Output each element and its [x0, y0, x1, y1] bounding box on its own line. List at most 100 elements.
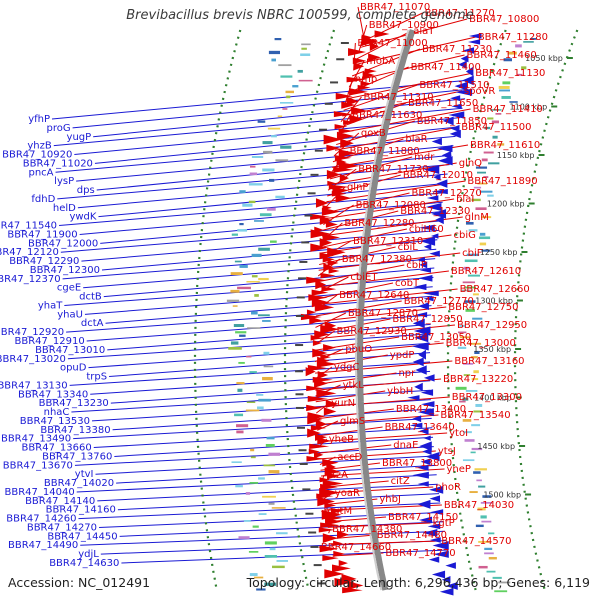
feature-bar — [295, 406, 304, 409]
forward-gene-arrow — [307, 415, 323, 425]
feature-bar — [298, 449, 307, 452]
reverse-gene-arrow — [448, 111, 465, 119]
left-gene-label: BBR47_14140 — [25, 496, 95, 507]
feature-bar — [248, 550, 259, 553]
feature-bar — [482, 495, 492, 498]
feature-bar — [295, 393, 304, 396]
feature-bar — [266, 436, 275, 440]
feature-bar — [296, 296, 305, 299]
right-gene-label: BBR47_12010 — [403, 170, 473, 181]
right-connector — [315, 360, 453, 374]
right-gene-label: BBR47_12610 — [451, 266, 521, 277]
feature-bar — [264, 541, 277, 545]
forward-gene-arrow — [331, 191, 347, 197]
right-connector — [317, 432, 448, 443]
feature-bar — [249, 481, 259, 484]
right-connector — [339, 102, 407, 128]
left-gene-label: BBR47_13130 — [0, 380, 68, 391]
reverse-gene-arrow — [431, 233, 439, 239]
left-gene-label: BBR47_12920 — [0, 327, 64, 338]
left-connector — [88, 342, 431, 369]
reverse-gene-arrow — [419, 261, 428, 269]
feature-bar — [472, 293, 479, 296]
forward-gene-arrow — [309, 316, 322, 325]
right-gene-label: spoVR — [464, 86, 496, 97]
right-gene-label: BBR47_11890 — [467, 176, 537, 187]
feature-bar — [480, 501, 493, 504]
feature-bar — [483, 151, 494, 154]
right-gene-label: BBR47_11630 — [352, 110, 422, 121]
reverse-gene-arrow — [414, 382, 423, 392]
reverse-gene-arrow — [433, 173, 441, 181]
feature-bar — [475, 524, 484, 528]
feature-bar — [264, 582, 277, 586]
forward-gene-arrow — [317, 371, 329, 379]
reverse-gene-arrow — [449, 129, 461, 139]
forward-gene-arrow — [360, 80, 372, 87]
reverse-gene-arrow — [419, 267, 432, 273]
feature-bar — [319, 128, 328, 131]
left-connector — [119, 521, 444, 537]
reverse-gene-arrow — [422, 529, 438, 537]
reverse-gene-arrow — [412, 318, 425, 329]
right-connector — [351, 48, 421, 77]
right-gene-label: ytoI — [449, 428, 468, 439]
reverse-gene-arrow — [419, 441, 432, 451]
forward-gene-arrow — [327, 259, 339, 267]
topology-text: Topology: circular; Length: 6,296,436 bp… — [246, 575, 590, 590]
right-gene-label: BBR47_12750 — [448, 302, 518, 313]
feature-bar — [246, 280, 260, 283]
forward-gene-arrow — [316, 360, 338, 368]
reverse-gene-arrow — [419, 224, 435, 231]
feature-bar — [305, 512, 314, 515]
feature-bar — [471, 198, 481, 202]
feature-bar — [246, 355, 252, 358]
feature-bar — [236, 382, 245, 385]
reverse-gene-arrow — [412, 471, 429, 479]
feature-bar — [236, 430, 244, 434]
feature-bar — [250, 448, 255, 452]
right-connector — [361, 12, 423, 43]
genome-backbone-shadow — [355, 29, 410, 591]
right-gene-label: BBR47_12380 — [342, 254, 412, 265]
feature-bar — [302, 488, 311, 491]
kbp-tick-label: 1300 kbp — [475, 297, 513, 306]
feature-bar — [268, 470, 280, 474]
reverse-gene-arrow — [409, 422, 423, 429]
left-connector — [107, 323, 431, 351]
forward-gene-arrow — [306, 385, 324, 392]
forward-gene-arrow — [342, 587, 363, 594]
forward-gene-arrow — [323, 263, 334, 272]
forward-gene-arrow — [368, 53, 381, 62]
feature-bar — [471, 424, 481, 427]
feature-bar — [473, 370, 479, 374]
left-gene-label: yhaT — [38, 300, 63, 311]
feature-bar — [258, 398, 271, 402]
feature-bar — [304, 214, 313, 217]
forward-gene-arrow — [323, 134, 343, 145]
feature-bar — [317, 582, 326, 585]
feature-bar — [279, 102, 294, 104]
forward-gene-arrow — [326, 170, 341, 180]
feature-bar — [488, 556, 497, 560]
feature-bar — [473, 410, 483, 413]
feature-bar — [226, 299, 240, 302]
right-gene-label: glnQ — [459, 158, 482, 169]
forward-gene-arrow — [307, 428, 321, 438]
right-gene-label: dnaE — [393, 440, 418, 451]
right-gene-label: BBR47_12280 — [344, 218, 414, 229]
reverse-gene-arrow — [455, 88, 473, 96]
right-gene-label: pbuO — [345, 344, 372, 355]
feature-bar — [242, 203, 253, 207]
feature-bar — [492, 576, 502, 579]
left-gene-label: helD — [53, 203, 76, 214]
left-connector — [99, 511, 442, 528]
feature-bar — [464, 259, 478, 263]
right-gene-label: mobA — [366, 56, 395, 67]
forward-gene-arrow — [335, 92, 353, 100]
reverse-gene-arrow — [418, 516, 433, 524]
right-connector — [319, 450, 436, 460]
right-connector — [316, 282, 394, 300]
forward-gene-arrow — [362, 71, 375, 79]
reverse-gene-arrow — [468, 39, 481, 45]
